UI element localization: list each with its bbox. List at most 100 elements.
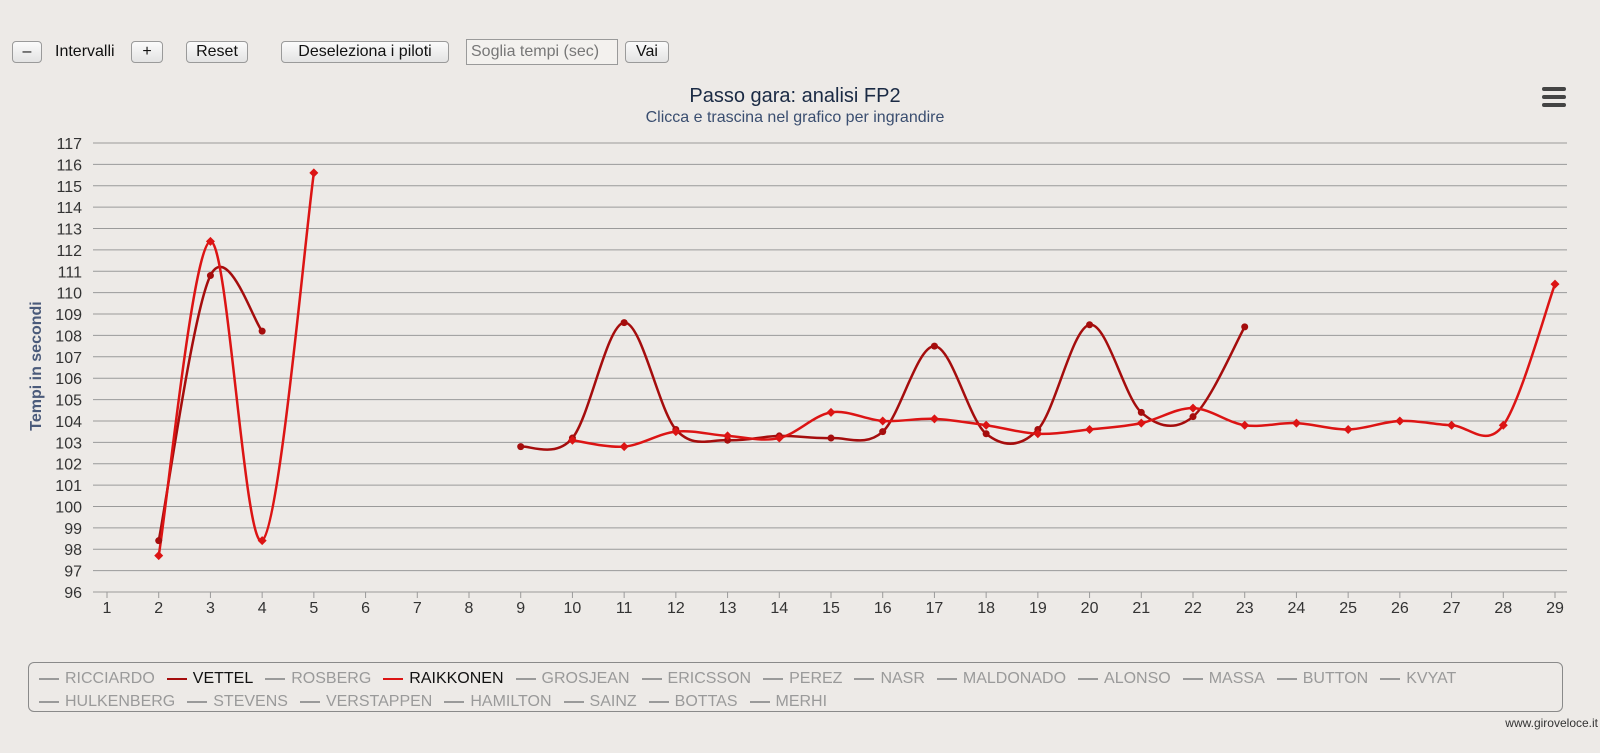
- y-tick-label: 110: [56, 286, 82, 303]
- legend-item-hulkenberg[interactable]: HULKENBERG: [39, 691, 175, 712]
- legend-label: BOTTAS: [674, 692, 738, 710]
- legend-item-perez[interactable]: PEREZ: [763, 669, 842, 690]
- data-point-raikkonen[interactable]: [723, 431, 733, 441]
- legend-item-kvyat[interactable]: KVYAT: [1380, 669, 1456, 690]
- series-line-raikkonen[interactable]: [157, 172, 316, 556]
- lap-time-chart[interactable]: Passo gara: analisi FP2 Clicca e trascin…: [0, 0, 1600, 660]
- data-point-vettel[interactable]: [1241, 323, 1249, 331]
- legend-item-stevens[interactable]: STEVENS: [187, 691, 288, 712]
- increase-interval-button[interactable]: +: [131, 41, 163, 63]
- data-point-vettel[interactable]: [930, 342, 938, 350]
- y-tick-label: 107: [55, 350, 82, 367]
- data-point-raikkonen[interactable]: [205, 236, 215, 246]
- legend-item-bottas[interactable]: BOTTAS: [648, 691, 738, 712]
- legend-item-rosberg[interactable]: ROSBERG: [265, 669, 371, 690]
- y-tick-label: 97: [64, 564, 82, 581]
- data-point-raikkonen[interactable]: [671, 427, 681, 437]
- legend-item-sainz[interactable]: SAINZ: [563, 691, 637, 712]
- data-point-raikkonen[interactable]: [826, 407, 836, 417]
- series-line-vettel[interactable]: [520, 321, 1246, 451]
- data-point-vettel[interactable]: [258, 327, 266, 335]
- chart-title: Passo gara: analisi FP2: [689, 85, 900, 107]
- series-line-vettel[interactable]: [157, 265, 264, 541]
- legend-swatch: [763, 678, 784, 680]
- x-tick-label: 9: [516, 600, 525, 617]
- legend-swatch: [1276, 678, 1297, 680]
- legend-item-ericsson[interactable]: ERICSSON: [641, 669, 752, 690]
- decrease-interval-button[interactable]: –: [12, 41, 42, 63]
- legend-item-vettel[interactable]: VETTEL: [166, 669, 254, 690]
- x-tick-label: 2: [154, 600, 163, 617]
- y-tick-label: 117: [56, 136, 82, 153]
- data-point-vettel[interactable]: [982, 430, 990, 438]
- y-tick-label: 108: [55, 328, 82, 345]
- legend-label: ERICSSON: [667, 670, 752, 687]
- data-point-raikkonen[interactable]: [257, 536, 267, 546]
- y-tick-label: 116: [56, 157, 82, 174]
- legend-item-nasr[interactable]: NASR: [854, 669, 925, 690]
- legend-item-button[interactable]: BUTTON: [1276, 669, 1368, 690]
- data-point-raikkonen[interactable]: [1240, 420, 1250, 430]
- legend-swatch: [1182, 678, 1203, 680]
- data-point-raikkonen[interactable]: [1085, 425, 1095, 435]
- data-point-raikkonen[interactable]: [774, 433, 784, 443]
- legend-item-maldonado[interactable]: MALDONADO: [936, 669, 1066, 690]
- data-point-raikkonen[interactable]: [619, 442, 629, 452]
- legend-item-raikkonen[interactable]: RAIKKONEN: [383, 669, 504, 690]
- legend-item-hamilton[interactable]: HAMILTON: [444, 691, 552, 712]
- data-point-raikkonen[interactable]: [1550, 279, 1560, 289]
- legend-item-ricciardo[interactable]: RICCIARDO: [39, 669, 155, 690]
- x-tick-label: 24: [1288, 600, 1306, 617]
- data-point-vettel[interactable]: [1137, 408, 1145, 416]
- data-point-raikkonen[interactable]: [1136, 418, 1146, 428]
- legend-item-grosjean[interactable]: GROSJEAN: [515, 669, 630, 690]
- legend-swatch: [563, 700, 584, 703]
- deselect-drivers-button[interactable]: Deseleziona i piloti: [281, 41, 449, 63]
- data-point-vettel[interactable]: [620, 319, 628, 327]
- data-point-raikkonen[interactable]: [1395, 416, 1405, 426]
- data-point-vettel[interactable]: [517, 443, 525, 451]
- data-point-raikkonen[interactable]: [1498, 420, 1508, 430]
- legend-swatch: [39, 678, 59, 680]
- data-point-vettel[interactable]: [827, 434, 835, 442]
- data-point-raikkonen[interactable]: [1188, 403, 1198, 413]
- data-point-raikkonen[interactable]: [1033, 429, 1043, 439]
- data-point-raikkonen[interactable]: [309, 168, 319, 178]
- data-point-vettel[interactable]: [1086, 321, 1094, 329]
- data-point-raikkonen[interactable]: [981, 420, 991, 430]
- x-tick-label: 3: [206, 600, 215, 617]
- legend-label: NASR: [880, 670, 925, 687]
- site-credit: www.giroveloce.it: [1505, 716, 1598, 730]
- data-point-vettel[interactable]: [155, 537, 163, 545]
- reset-button[interactable]: Reset: [186, 41, 248, 63]
- legend-item-alonso[interactable]: ALONSO: [1078, 669, 1171, 690]
- legend-item-verstappen[interactable]: VERSTAPPEN: [299, 691, 432, 712]
- data-point-vettel[interactable]: [206, 272, 214, 280]
- y-tick-label: 113: [56, 222, 82, 239]
- data-point-raikkonen[interactable]: [154, 551, 164, 561]
- export-menu-icon[interactable]: [1542, 87, 1566, 107]
- x-tick-label: 16: [874, 600, 892, 617]
- series-lines[interactable]: [157, 172, 1557, 556]
- data-point-raikkonen[interactable]: [929, 414, 939, 424]
- series-markers[interactable]: [154, 168, 1560, 561]
- legend-item-massa[interactable]: MASSA: [1182, 669, 1265, 690]
- data-point-raikkonen[interactable]: [567, 435, 577, 445]
- data-point-raikkonen[interactable]: [1343, 425, 1353, 435]
- series-line-raikkonen[interactable]: [572, 283, 1557, 449]
- data-point-vettel[interactable]: [1189, 413, 1197, 421]
- legend-label: VETTEL: [192, 670, 254, 687]
- legend-item-merhi[interactable]: MERHI: [749, 691, 827, 712]
- threshold-input[interactable]: Soglia tempi (sec): [466, 39, 618, 65]
- data-point-raikkonen[interactable]: [1447, 420, 1457, 430]
- y-tick-label: 104: [55, 414, 82, 431]
- legend-label: ROSBERG: [291, 670, 372, 687]
- data-point-raikkonen[interactable]: [878, 416, 888, 426]
- go-button[interactable]: Vai: [625, 41, 669, 63]
- x-tick-label: 23: [1236, 600, 1254, 617]
- legend-swatch: [187, 700, 208, 703]
- y-tick-label: 99: [64, 521, 82, 538]
- data-point-raikkonen[interactable]: [1291, 418, 1301, 428]
- data-point-vettel[interactable]: [879, 428, 887, 436]
- grid-lines: [93, 142, 1567, 593]
